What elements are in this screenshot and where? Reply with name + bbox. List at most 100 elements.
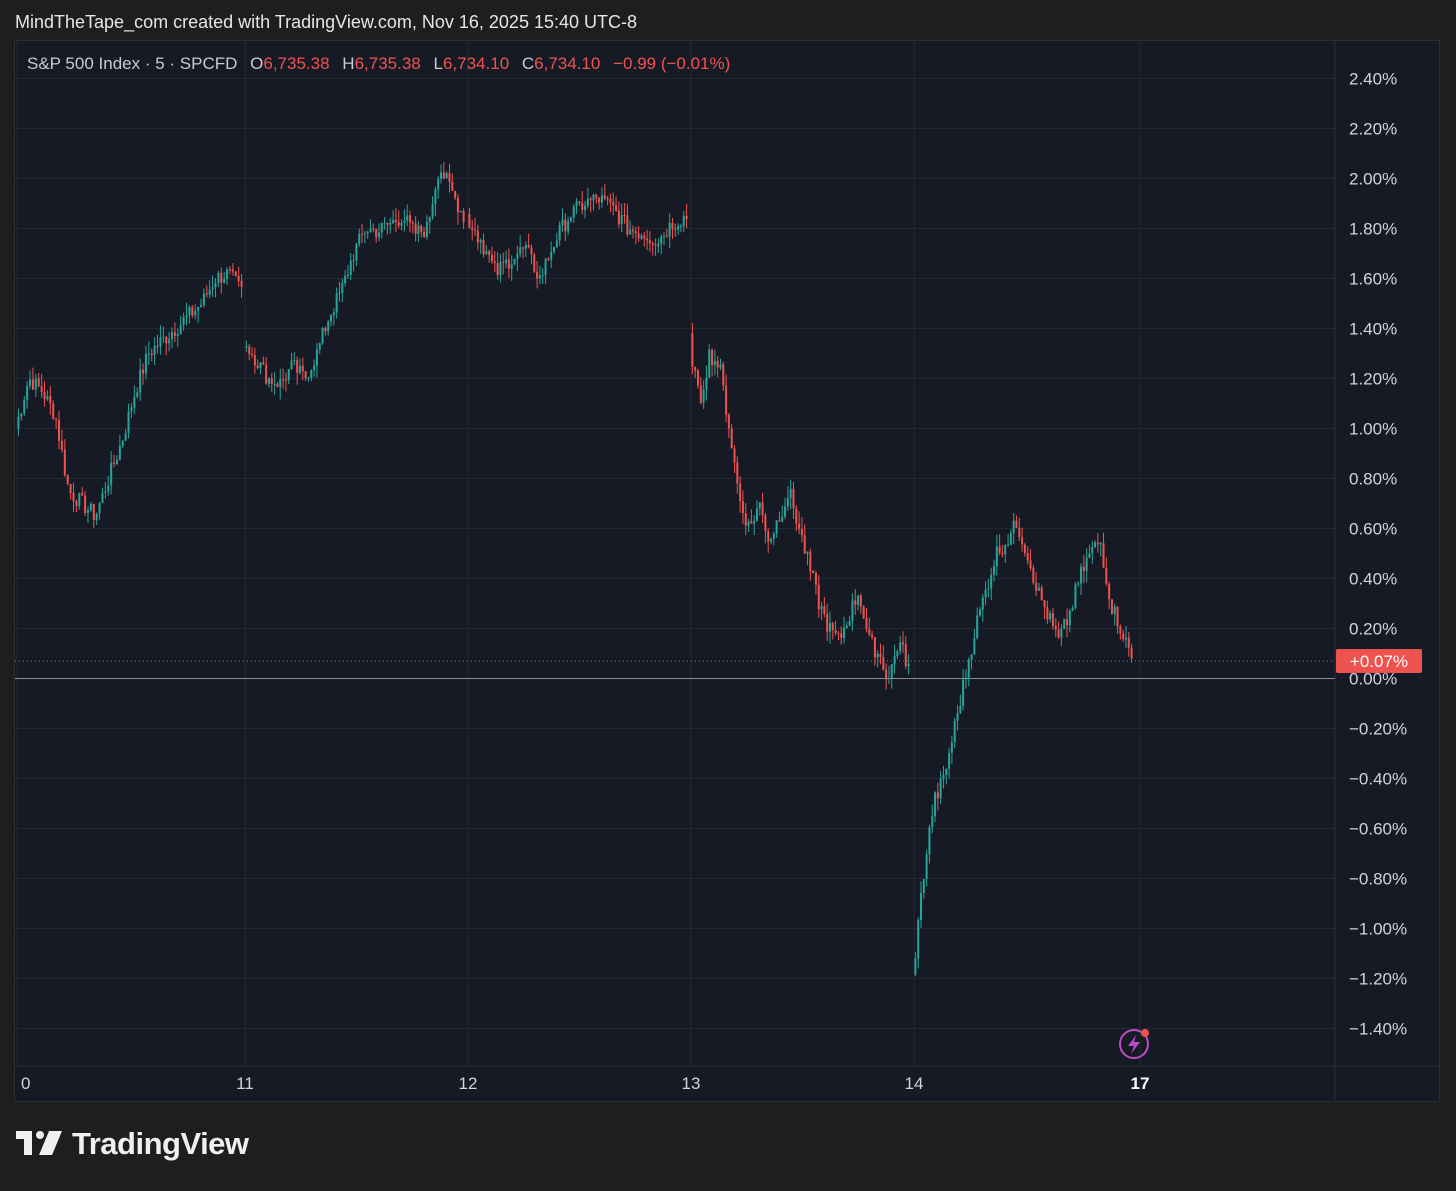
candle-body	[431, 204, 434, 217]
candle-body	[786, 498, 789, 507]
candle-body	[194, 310, 197, 316]
candle-body	[234, 271, 237, 276]
candle-body	[86, 510, 89, 514]
candle-body	[237, 275, 240, 281]
y-tick-label: 0.60%	[1349, 520, 1397, 539]
candle-body	[72, 492, 75, 502]
candle-body	[165, 336, 168, 344]
candle-body	[327, 321, 330, 332]
candle-body	[397, 222, 400, 226]
candle-body	[171, 332, 174, 339]
candle-body	[699, 385, 702, 403]
x-tick-label: 13	[682, 1074, 701, 1093]
y-tick-label: 2.20%	[1349, 120, 1397, 139]
candle-body	[507, 259, 510, 269]
candle-body	[434, 189, 437, 205]
candle-body	[767, 531, 770, 542]
candle-body	[179, 324, 182, 334]
candle-body	[569, 217, 572, 222]
candle-body	[744, 513, 747, 526]
candle-body	[629, 229, 632, 235]
candle-body	[615, 205, 618, 211]
y-tick-label: −0.20%	[1349, 720, 1407, 739]
x-tick-label: 0	[21, 1074, 30, 1093]
candle-body	[338, 292, 341, 294]
candle-body	[862, 606, 865, 619]
candle-body	[956, 713, 959, 721]
candle-body	[682, 215, 685, 226]
candle-body	[1012, 520, 1015, 534]
candle-body	[1127, 637, 1130, 648]
candle-body	[713, 360, 716, 366]
candle-body	[226, 269, 229, 280]
candle-body	[115, 459, 118, 465]
y-tick-label: 0.00%	[1349, 670, 1397, 689]
candle-body	[691, 333, 694, 367]
candle-body	[366, 231, 369, 234]
candle-body	[34, 378, 37, 390]
tradingview-wordmark: TradingView	[72, 1126, 249, 1161]
candle-body	[46, 396, 49, 400]
chart-panel[interactable]: 2.40% 2.20% 2.00% 1.80% 1.60% 1.40% 1.20% 1.00%…	[14, 40, 1440, 1102]
candle-body	[939, 778, 942, 799]
candle-body	[936, 792, 939, 799]
candle-body	[392, 219, 395, 224]
candle-body	[871, 634, 874, 638]
candle-body	[750, 521, 753, 524]
candle-body	[315, 349, 318, 366]
candle-body	[851, 600, 854, 622]
candle-body	[1051, 613, 1054, 626]
candle-body	[934, 792, 937, 817]
candle-body	[191, 307, 194, 316]
candle-body	[168, 338, 171, 344]
candle-body	[993, 566, 996, 575]
candle-body	[499, 262, 502, 276]
candle-body	[814, 572, 817, 585]
candle-body	[995, 546, 998, 567]
candle-body	[598, 198, 601, 203]
candle-body	[428, 216, 431, 222]
candle-body	[589, 198, 592, 201]
candle-body	[445, 173, 448, 179]
lightning-icon[interactable]	[1119, 1029, 1149, 1059]
candle-body	[52, 403, 55, 420]
candle-body	[321, 328, 324, 344]
candle-body	[420, 225, 423, 232]
candle-body	[536, 271, 539, 279]
candle-body	[335, 293, 338, 313]
candle-body	[887, 677, 890, 679]
candle-body	[865, 618, 868, 630]
candle-body	[527, 244, 530, 248]
candle-body	[159, 337, 162, 347]
ohlc-legend: S&P 500 Index · 5 · SPCFD O6,735.38 H6,7…	[27, 54, 730, 74]
candle-body	[702, 389, 705, 403]
candle-body	[403, 220, 406, 223]
candle-body	[840, 633, 843, 638]
candle-body	[561, 219, 564, 225]
candle-body	[490, 254, 493, 262]
candle-body	[456, 197, 459, 213]
candle-body	[462, 210, 465, 223]
candle-body	[953, 720, 956, 743]
candle-body	[868, 629, 871, 635]
candle-body	[674, 228, 677, 230]
candle-body	[296, 360, 299, 373]
candle-body	[248, 346, 251, 354]
tradingview-logo[interactable]: TradingView	[16, 1126, 249, 1162]
candle-body	[150, 353, 153, 356]
close-label: C	[521, 54, 535, 73]
candle-body	[1029, 560, 1032, 569]
y-tick-label: −0.60%	[1349, 820, 1407, 839]
candle-body	[282, 379, 285, 381]
candle-body	[133, 396, 136, 408]
candle-body	[719, 364, 722, 368]
candle-body	[332, 312, 335, 316]
candle-body	[502, 262, 505, 264]
candle-body	[130, 407, 133, 412]
candle-body	[1015, 520, 1018, 528]
candle-body	[970, 654, 973, 660]
price-chart[interactable]: 2.40% 2.20% 2.00% 1.80% 1.60% 1.40% 1.20% 1.00%…	[15, 41, 1439, 1101]
y-tick-label: 2.00%	[1349, 170, 1397, 189]
candle-body	[586, 198, 589, 206]
candle-body	[389, 223, 392, 225]
